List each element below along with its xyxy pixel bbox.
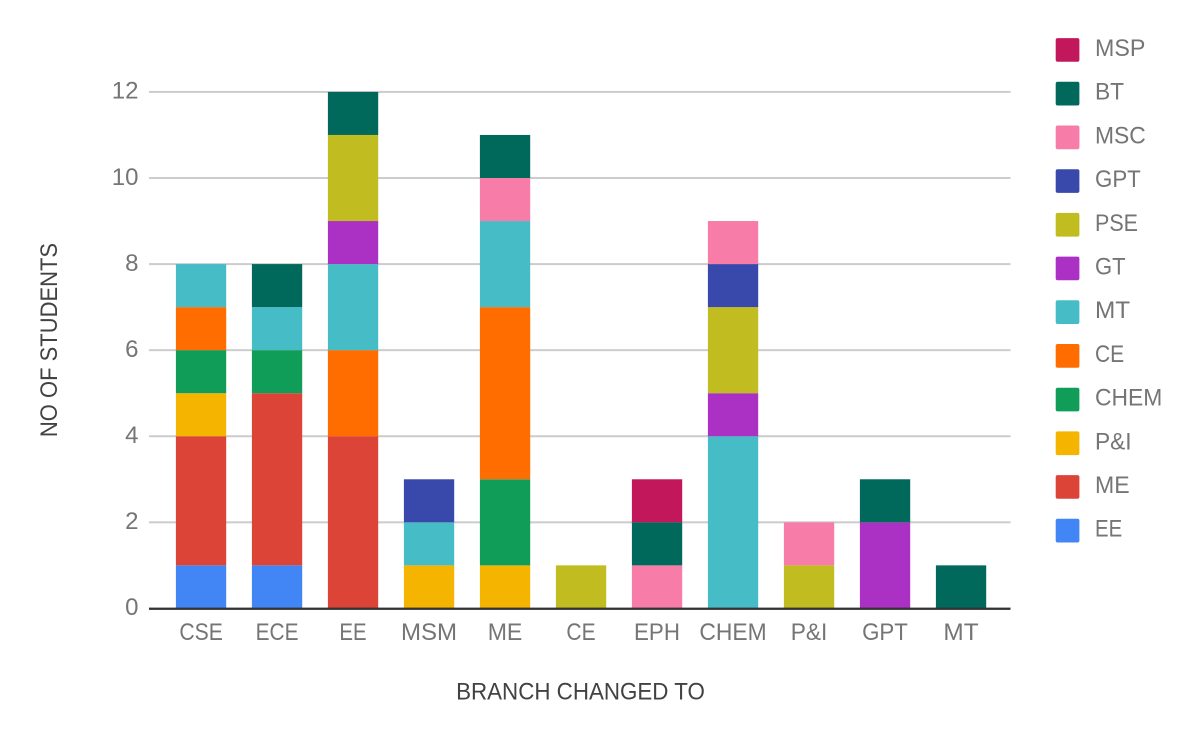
svg-text:NO OF STUDENTS: NO OF STUDENTS <box>36 243 63 437</box>
svg-text:BRANCH CHANGED TO: BRANCH CHANGED TO <box>456 678 705 705</box>
svg-text:EPH: EPH <box>634 619 680 646</box>
svg-text:0: 0 <box>125 594 138 621</box>
svg-text:P&I: P&I <box>1095 428 1132 455</box>
svg-text:MT: MT <box>943 619 979 646</box>
svg-text:CHEM: CHEM <box>1095 385 1162 412</box>
svg-text:BT: BT <box>1095 79 1124 106</box>
svg-text:12: 12 <box>112 78 139 105</box>
svg-text:ME: ME <box>1095 472 1130 499</box>
svg-text:MSM: MSM <box>401 619 457 646</box>
svg-text:MSP: MSP <box>1095 35 1145 62</box>
svg-text:CSE: CSE <box>179 619 223 646</box>
svg-text:EE: EE <box>339 619 366 646</box>
svg-text:ME: ME <box>488 619 523 646</box>
svg-text:4: 4 <box>125 422 138 449</box>
svg-text:GPT: GPT <box>862 619 908 646</box>
svg-text:CHEM: CHEM <box>699 619 766 646</box>
svg-text:MSC: MSC <box>1095 122 1146 149</box>
svg-text:GT: GT <box>1095 254 1126 281</box>
svg-text:10: 10 <box>112 164 139 191</box>
svg-text:PSE: PSE <box>1095 210 1138 237</box>
svg-text:8: 8 <box>125 250 138 277</box>
svg-text:MT: MT <box>1095 297 1131 324</box>
svg-text:CE: CE <box>566 619 595 646</box>
svg-text:P&I: P&I <box>791 619 828 646</box>
svg-text:EE: EE <box>1095 516 1122 543</box>
svg-text:CE: CE <box>1095 341 1124 368</box>
svg-text:ECE: ECE <box>256 619 299 646</box>
svg-text:6: 6 <box>125 336 138 363</box>
svg-text:2: 2 <box>125 508 138 535</box>
svg-text:GPT: GPT <box>1095 166 1141 193</box>
